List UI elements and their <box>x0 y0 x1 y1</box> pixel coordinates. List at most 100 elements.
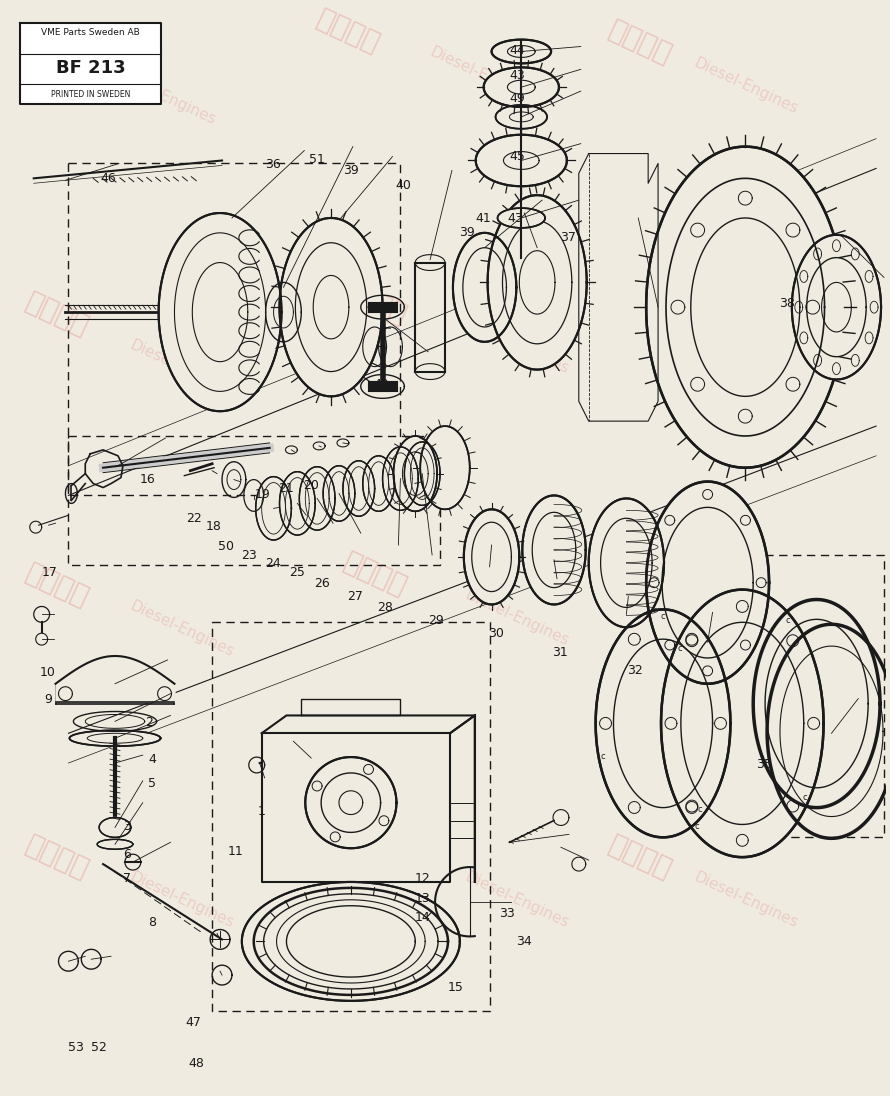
Polygon shape <box>262 716 474 733</box>
Text: 37: 37 <box>561 231 577 244</box>
Text: 33: 33 <box>499 907 514 920</box>
Polygon shape <box>99 818 131 837</box>
Text: 48: 48 <box>189 1057 204 1070</box>
Polygon shape <box>491 39 551 64</box>
Text: 18: 18 <box>206 521 222 534</box>
Text: 35: 35 <box>756 758 773 772</box>
Text: 22: 22 <box>186 512 201 525</box>
Text: 25: 25 <box>289 566 304 579</box>
Text: 紫发动力: 紫发动力 <box>21 831 93 883</box>
Text: 24: 24 <box>265 557 281 570</box>
Text: 4: 4 <box>149 753 156 766</box>
Text: c: c <box>694 822 700 831</box>
Text: Diesel-Engines: Diesel-Engines <box>109 66 219 127</box>
Text: 14: 14 <box>415 912 431 924</box>
Text: 23: 23 <box>241 549 257 561</box>
Text: 36: 36 <box>265 158 281 171</box>
Text: Diesel-Engines: Diesel-Engines <box>463 870 571 932</box>
Text: 11: 11 <box>228 845 244 858</box>
Text: 1: 1 <box>257 804 265 818</box>
Text: 19: 19 <box>255 488 271 501</box>
Text: Diesel-Engines: Diesel-Engines <box>692 598 801 660</box>
Polygon shape <box>383 447 418 511</box>
Polygon shape <box>588 499 664 627</box>
Text: Diesel-Engines: Diesel-Engines <box>463 316 571 377</box>
Polygon shape <box>69 730 160 746</box>
Text: 44: 44 <box>509 44 525 57</box>
Polygon shape <box>299 467 335 530</box>
Text: 紫发动力: 紫发动力 <box>312 4 384 58</box>
Polygon shape <box>262 733 450 882</box>
Polygon shape <box>404 442 440 505</box>
Text: 9: 9 <box>44 693 52 706</box>
Text: 50: 50 <box>218 540 234 552</box>
Text: Diesel-Engines: Diesel-Engines <box>692 870 801 932</box>
Text: 7: 7 <box>124 872 132 886</box>
Polygon shape <box>279 471 315 535</box>
Polygon shape <box>522 495 586 605</box>
Text: BF 213: BF 213 <box>56 59 125 77</box>
Polygon shape <box>158 213 281 411</box>
Text: 8: 8 <box>148 916 156 928</box>
Text: 43: 43 <box>509 69 525 81</box>
Text: c: c <box>677 644 682 653</box>
Text: Diesel-Engines: Diesel-Engines <box>127 338 237 399</box>
Text: Diesel-Engines: Diesel-Engines <box>692 316 801 377</box>
Text: 紫发动力: 紫发动力 <box>603 15 676 69</box>
Text: 13: 13 <box>415 892 431 905</box>
Polygon shape <box>279 218 383 397</box>
Text: 49: 49 <box>509 92 525 105</box>
Text: 10: 10 <box>40 666 56 678</box>
Text: 紫发动力: 紫发动力 <box>603 548 676 602</box>
Text: 紫发动力: 紫发动力 <box>603 265 676 319</box>
Text: 42: 42 <box>374 378 389 391</box>
Text: 28: 28 <box>377 601 393 614</box>
Text: c: c <box>698 806 702 814</box>
Text: Diesel-Engines: Diesel-Engines <box>463 587 571 649</box>
Polygon shape <box>498 208 545 228</box>
Text: 紫发动力: 紫发动力 <box>21 287 93 341</box>
Text: Diesel-Engines: Diesel-Engines <box>692 55 801 116</box>
Polygon shape <box>393 436 437 512</box>
Polygon shape <box>453 232 516 342</box>
Text: PRINTED IN SWEDEN: PRINTED IN SWEDEN <box>51 90 130 99</box>
Text: 45: 45 <box>509 150 525 163</box>
Text: c: c <box>601 752 605 761</box>
Text: 39: 39 <box>343 164 359 178</box>
Text: 30: 30 <box>489 627 504 640</box>
Text: 15: 15 <box>448 981 464 994</box>
Text: 5: 5 <box>148 777 156 790</box>
Polygon shape <box>646 147 845 468</box>
Text: 20: 20 <box>303 479 319 492</box>
Polygon shape <box>496 105 547 129</box>
Polygon shape <box>578 153 658 421</box>
Text: 29: 29 <box>428 614 444 627</box>
Polygon shape <box>646 481 769 684</box>
Polygon shape <box>20 23 161 104</box>
Text: 31: 31 <box>552 647 568 660</box>
Polygon shape <box>97 840 133 849</box>
Polygon shape <box>476 135 567 186</box>
Text: c: c <box>803 794 807 802</box>
Text: 38: 38 <box>780 297 795 309</box>
Text: Diesel-Engines: Diesel-Engines <box>127 870 237 932</box>
Polygon shape <box>323 466 355 522</box>
Polygon shape <box>483 67 559 107</box>
Text: 紫发动力: 紫发动力 <box>339 276 411 330</box>
Text: 16: 16 <box>140 472 156 486</box>
Text: 2: 2 <box>146 716 153 729</box>
Polygon shape <box>242 882 460 1001</box>
Text: 39: 39 <box>459 226 475 239</box>
Text: 12: 12 <box>415 872 431 886</box>
Text: Diesel-Engines: Diesel-Engines <box>427 44 537 105</box>
Text: VME Parts Sweden AB: VME Parts Sweden AB <box>41 28 140 37</box>
Text: 紫发动力: 紫发动力 <box>339 831 411 883</box>
Polygon shape <box>363 456 394 512</box>
Polygon shape <box>255 477 291 540</box>
Polygon shape <box>488 195 587 369</box>
Polygon shape <box>792 235 881 379</box>
Polygon shape <box>343 460 375 516</box>
Text: 46: 46 <box>101 172 116 185</box>
Text: 27: 27 <box>347 590 363 603</box>
Text: 21: 21 <box>279 482 294 495</box>
